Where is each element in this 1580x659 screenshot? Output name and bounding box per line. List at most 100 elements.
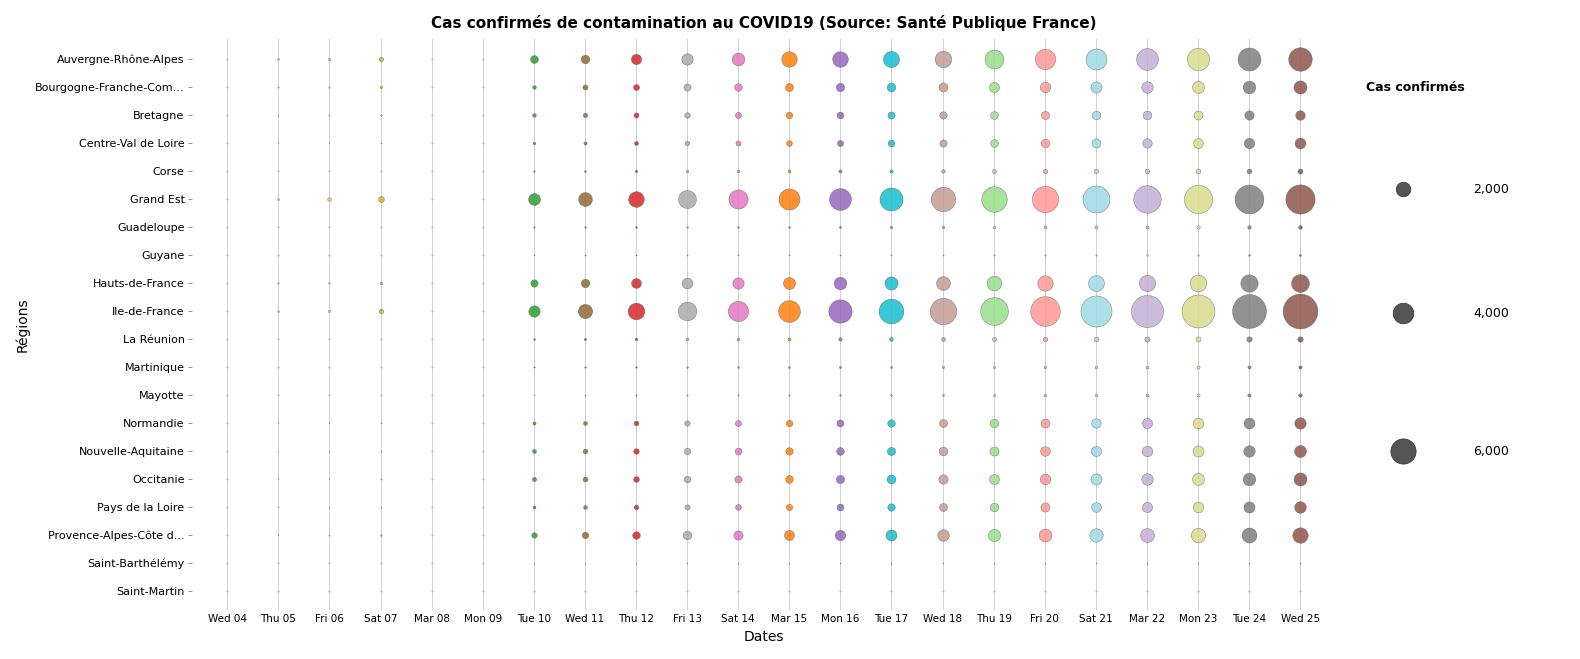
Point xyxy=(624,445,649,456)
Point xyxy=(1237,221,1262,232)
Point xyxy=(1237,473,1262,484)
Point xyxy=(471,333,496,344)
Point xyxy=(624,333,649,344)
Point xyxy=(1032,333,1057,344)
Point xyxy=(624,305,649,316)
Point xyxy=(318,473,343,484)
Point xyxy=(1185,417,1210,428)
Point xyxy=(777,82,803,92)
Point xyxy=(368,305,393,316)
Point xyxy=(419,165,444,176)
Point xyxy=(471,558,496,568)
Point xyxy=(368,417,393,428)
Point xyxy=(1288,109,1313,120)
Point xyxy=(725,53,750,64)
Point xyxy=(521,501,547,512)
Point xyxy=(572,53,597,64)
Point xyxy=(265,417,291,428)
Point xyxy=(931,417,956,428)
Point xyxy=(878,389,904,400)
Point xyxy=(521,82,547,92)
Point xyxy=(1032,82,1057,92)
Text: 4,000: 4,000 xyxy=(1473,306,1509,320)
Point xyxy=(828,585,853,596)
Point xyxy=(981,361,1006,372)
Point xyxy=(1032,417,1057,428)
Point xyxy=(878,194,904,204)
Point xyxy=(878,361,904,372)
Point xyxy=(368,445,393,456)
Point xyxy=(777,249,803,260)
Text: 2,000: 2,000 xyxy=(1473,183,1509,196)
Point xyxy=(624,558,649,568)
Point xyxy=(215,417,240,428)
Point xyxy=(368,361,393,372)
Point xyxy=(1084,473,1109,484)
Point xyxy=(981,333,1006,344)
Point xyxy=(471,82,496,92)
Point xyxy=(1185,138,1210,148)
Point xyxy=(1237,445,1262,456)
Point xyxy=(368,165,393,176)
Point xyxy=(675,417,700,428)
Point xyxy=(1390,446,1416,457)
Point xyxy=(368,138,393,148)
Point xyxy=(572,109,597,120)
Point xyxy=(572,585,597,596)
Point xyxy=(1237,501,1262,512)
Point xyxy=(215,473,240,484)
Point xyxy=(1032,165,1057,176)
Point xyxy=(828,249,853,260)
Point xyxy=(1237,417,1262,428)
Point xyxy=(931,501,956,512)
Point xyxy=(471,138,496,148)
Point xyxy=(215,249,240,260)
Point xyxy=(828,109,853,120)
Point xyxy=(1185,277,1210,288)
Point xyxy=(471,53,496,64)
Point xyxy=(368,82,393,92)
Point xyxy=(1185,473,1210,484)
Point xyxy=(471,194,496,204)
Point xyxy=(265,249,291,260)
Y-axis label: Régions: Régions xyxy=(14,297,30,352)
Point xyxy=(1084,194,1109,204)
Point xyxy=(1134,277,1160,288)
Point xyxy=(1134,361,1160,372)
Point xyxy=(981,277,1006,288)
Point xyxy=(675,109,700,120)
Point xyxy=(1032,529,1057,540)
Point xyxy=(265,473,291,484)
Point xyxy=(1288,82,1313,92)
Point xyxy=(931,389,956,400)
Point xyxy=(624,109,649,120)
Point xyxy=(572,305,597,316)
Point xyxy=(1032,445,1057,456)
Point xyxy=(1288,501,1313,512)
Point xyxy=(1288,445,1313,456)
Point xyxy=(265,389,291,400)
Point xyxy=(521,473,547,484)
Point xyxy=(318,417,343,428)
Point xyxy=(1084,501,1109,512)
Point xyxy=(419,417,444,428)
Point xyxy=(215,277,240,288)
Point xyxy=(1084,165,1109,176)
Point xyxy=(318,138,343,148)
Point xyxy=(265,501,291,512)
Point xyxy=(572,277,597,288)
Point xyxy=(931,558,956,568)
Point xyxy=(265,585,291,596)
Point xyxy=(471,277,496,288)
Point xyxy=(1084,277,1109,288)
Point xyxy=(471,389,496,400)
Point xyxy=(828,305,853,316)
Point xyxy=(675,305,700,316)
Point xyxy=(931,165,956,176)
Point xyxy=(318,361,343,372)
Point xyxy=(471,529,496,540)
Point xyxy=(1185,221,1210,232)
Point xyxy=(215,501,240,512)
Point xyxy=(521,165,547,176)
Point xyxy=(1134,249,1160,260)
